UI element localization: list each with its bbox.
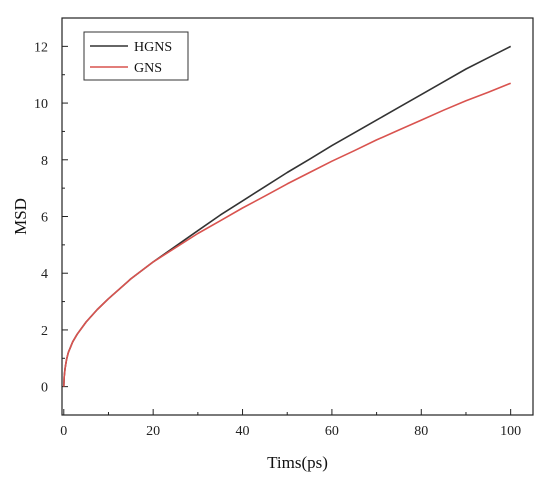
y-tick-label: 0	[41, 381, 48, 396]
chart-series	[63, 45, 512, 387]
y-tick-label: 2	[41, 324, 48, 339]
x-tick-label: 60	[325, 424, 339, 439]
legend-label-hgns: HGNS	[134, 40, 172, 55]
legend-label-gns: GNS	[134, 61, 162, 76]
axis-ticks: 0 20 40 60 80 100 0 2 4 6 8 10 12	[34, 17, 521, 439]
x-tick-label: 80	[414, 424, 428, 439]
y-tick-label: 6	[41, 211, 48, 226]
y-tick-label: 8	[41, 154, 48, 169]
x-tick-label: 0	[60, 424, 67, 439]
legend-box	[83, 31, 189, 81]
x-tick-label: 40	[236, 424, 250, 439]
legend: HGNS GNS	[83, 31, 189, 81]
x-axis-title: Tims(ps)	[267, 453, 328, 472]
y-tick-label: 12	[34, 40, 48, 55]
y-tick-label: 4	[41, 267, 48, 282]
x-tick-label: 20	[146, 424, 160, 439]
series-line-gns	[63, 82, 512, 387]
series-line-hgns	[63, 45, 512, 387]
y-tick-label: 10	[34, 97, 48, 112]
x-tick-label: 100	[500, 424, 521, 439]
y-axis-title: MSD	[11, 198, 30, 235]
